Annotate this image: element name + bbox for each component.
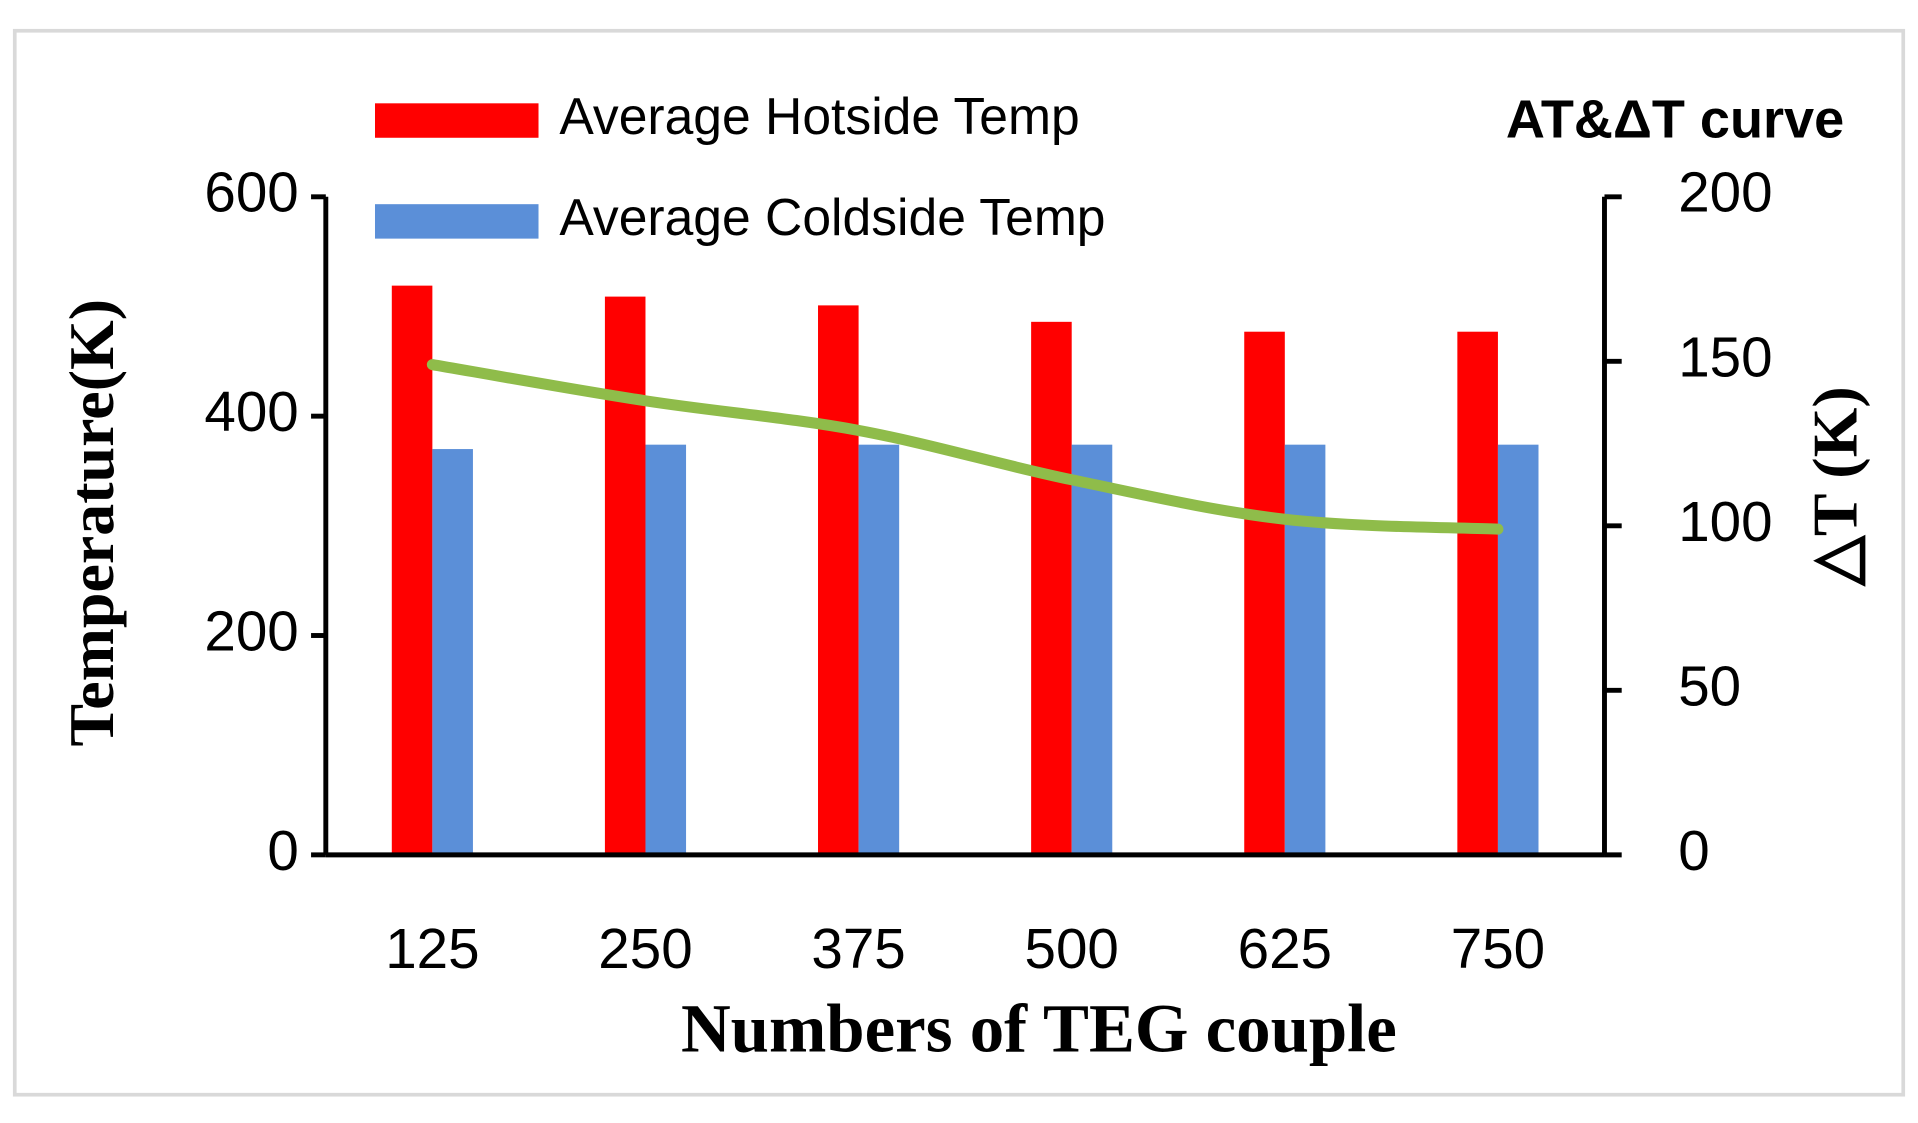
x-tick-label: 500 (1025, 917, 1119, 980)
y-tick-label: 200 (204, 599, 298, 662)
y2-axis-title: △T (K) (1799, 386, 1870, 587)
x-tick-label: 625 (1238, 917, 1332, 980)
bar (645, 444, 687, 855)
chart-border (12, 28, 1906, 1097)
y-tick-label: 600 (204, 161, 298, 224)
line-label: AT&ΔT curve (1506, 89, 1844, 149)
bar (1497, 444, 1539, 855)
x-tick-label: 125 (385, 917, 479, 980)
bar (432, 449, 473, 855)
y-axis-title: Temperature(K) (56, 299, 127, 747)
y2-tick-label: 150 (1678, 325, 1772, 388)
y2-tick-label: 0 (1678, 819, 1709, 882)
bar (1244, 331, 1285, 855)
y-tick-label: 400 (204, 380, 298, 443)
legend-label: Average Hotside Temp (559, 87, 1079, 145)
legend-swatch (374, 204, 539, 239)
bar (1031, 321, 1072, 855)
bar (604, 296, 646, 855)
bar (858, 444, 900, 855)
x-tick-label: 750 (1451, 917, 1545, 980)
bar (1071, 444, 1113, 855)
y-tick-label: 0 (267, 819, 298, 882)
y2-tick-label: 50 (1678, 654, 1741, 717)
legend-label: Average Coldside Temp (559, 188, 1105, 246)
x-tick-label: 250 (598, 917, 692, 980)
y2-tick-label: 200 (1678, 161, 1772, 224)
bar (1284, 444, 1326, 855)
bar (391, 285, 433, 855)
line (426, 359, 1504, 535)
bar (818, 305, 859, 855)
bar (1457, 331, 1498, 855)
y2-tick-label: 100 (1678, 490, 1772, 553)
x-axis-title: Numbers of TEG couple (681, 990, 1397, 1066)
x-tick-label: 375 (811, 917, 905, 980)
legend-swatch (374, 103, 539, 138)
